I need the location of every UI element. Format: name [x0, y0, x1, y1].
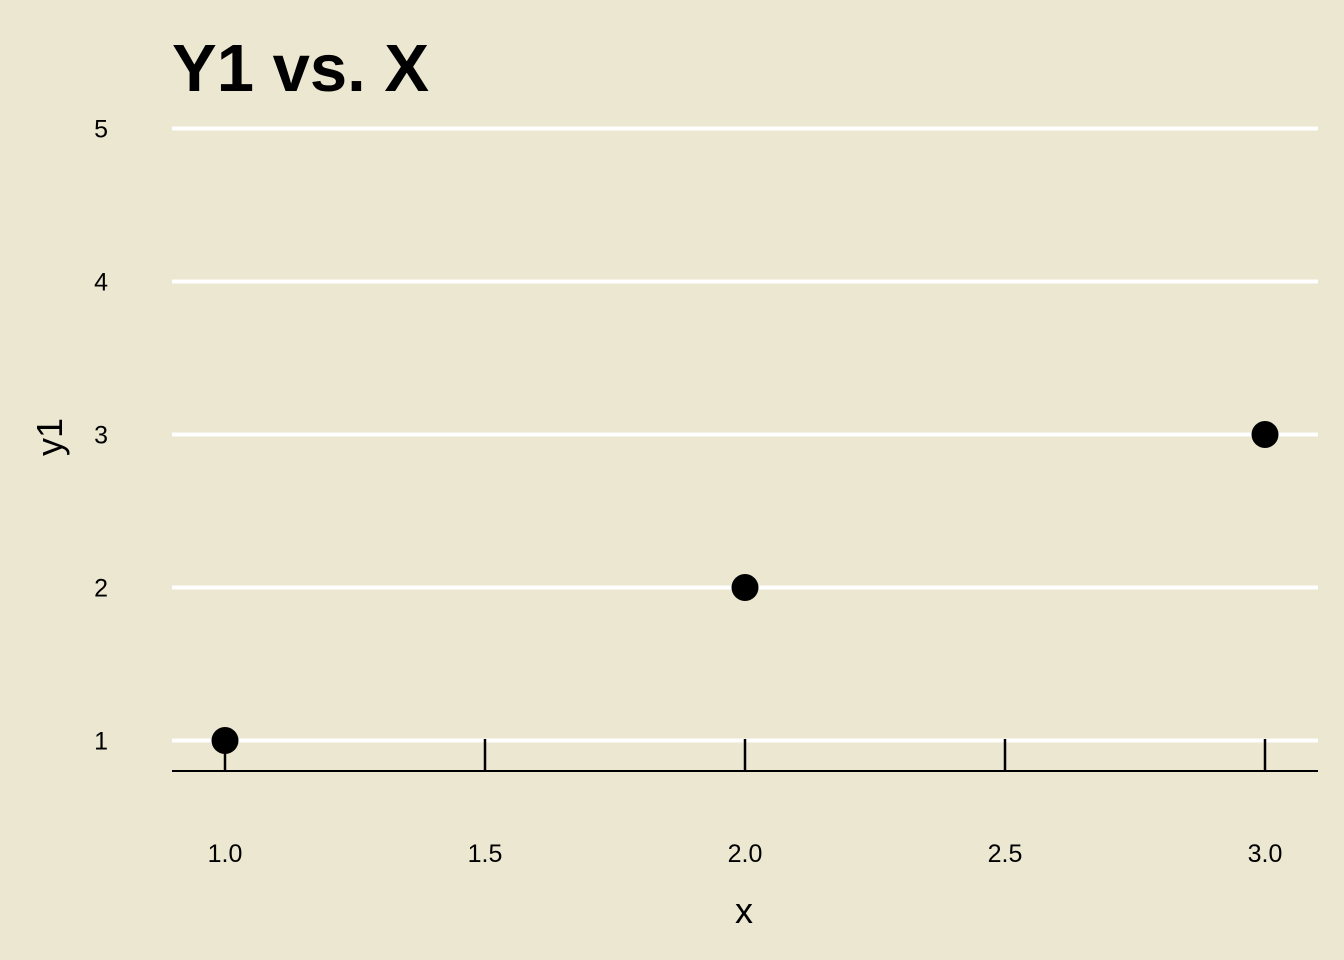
x-tick-label: 1.0: [208, 840, 243, 868]
y-tick-label: 3: [94, 422, 108, 450]
y-tick-label: 2: [94, 575, 108, 603]
x-tick-label: 2.0: [728, 840, 763, 868]
chart-title: Y1 vs. X: [172, 31, 429, 106]
data-points: [211, 421, 1279, 754]
data-point: [731, 574, 759, 601]
y-tick-labels: 1 2 3 4 5: [94, 116, 108, 756]
x-tick-label: 1.5: [468, 840, 503, 868]
data-point: [211, 727, 239, 754]
x-axis-title: x: [735, 890, 753, 931]
y-axis-title: y1: [29, 418, 70, 456]
x-tick-label: 3.0: [1248, 840, 1283, 868]
y-tick-label: 5: [94, 116, 108, 144]
x-tick-labels: 1.0 1.5 2.0 2.5 3.0: [208, 840, 1283, 868]
x-tick-label: 2.5: [988, 840, 1023, 868]
y-tick-label: 4: [94, 269, 108, 297]
gridlines: [172, 126, 1318, 743]
y-tick-label: 1: [94, 728, 108, 756]
data-point: [1251, 421, 1279, 448]
